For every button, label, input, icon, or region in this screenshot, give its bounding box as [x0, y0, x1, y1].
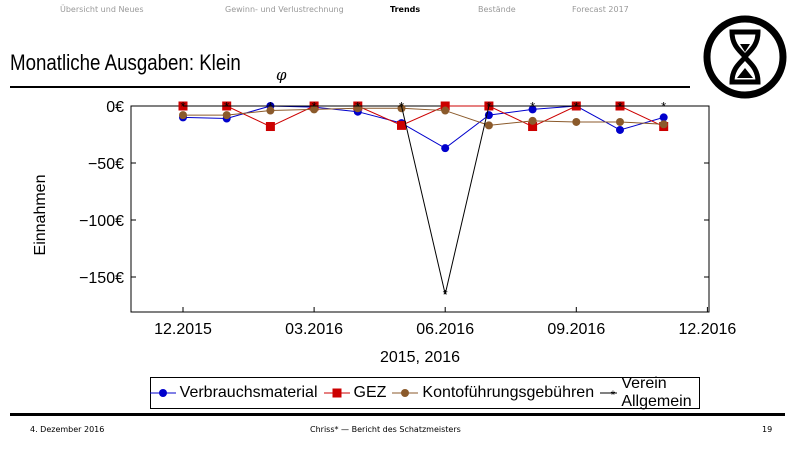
series-3: * * * * * * * * * * * * [180, 99, 666, 302]
data-point: * [530, 99, 535, 114]
legend-label: GEZ [353, 384, 387, 401]
nav-trends[interactable]: Trends [390, 5, 421, 14]
svg-text:*: * [611, 388, 616, 399]
legend-swatch-icon: * [600, 388, 618, 399]
data-point [440, 101, 450, 111]
page-number: 19 [762, 425, 773, 434]
legend-item: Kontoführungsgebühren [392, 384, 594, 402]
x-tick-label: 09.2016 [547, 321, 605, 338]
data-point: * [312, 99, 317, 114]
legend-item: GEZ [323, 384, 387, 402]
series-line [182, 105, 664, 149]
data-point [179, 111, 187, 120]
y-tick-label: −50€ [88, 156, 124, 173]
data-point: * [661, 99, 666, 114]
data-point [528, 116, 537, 125]
x-tick-label: 12.2015 [154, 321, 212, 338]
data-point [441, 106, 450, 115]
footer-rule [10, 413, 785, 416]
footer-date: 4. Dezember 2016 [30, 425, 105, 434]
data-point: * [443, 287, 448, 302]
data-point [528, 105, 537, 114]
data-point [528, 122, 538, 132]
footer-center: Chriss* — Bericht des Schatzmeisters [310, 425, 461, 434]
data-point [222, 111, 231, 120]
data-point [310, 105, 319, 114]
data-point: * [399, 99, 404, 114]
legend-swatch-icon [323, 388, 350, 398]
data-point: * [224, 99, 229, 114]
series-line [183, 107, 664, 126]
hourglass-logo-icon [703, 15, 787, 99]
nav-forecast[interactable]: Forecast 2017 [572, 5, 629, 14]
legend-label: Verein Allgemein [621, 375, 692, 410]
legend-label: Verbrauchsmaterial [179, 384, 318, 401]
data-point: * [355, 99, 360, 114]
data-point [659, 113, 668, 122]
data-point: * [268, 99, 273, 114]
line-chart: 0€ −50€ −100€ −150€ 12.2015 03.2016 06.2016 09.… [32, 99, 736, 366]
legend-swatch-icon [392, 389, 419, 397]
legend: Verbrauchsmaterial GEZ Kontoführungsgebühr… [149, 375, 700, 411]
plot-area [130, 105, 710, 313]
nav-bestaende[interactable]: Bestände [478, 5, 516, 14]
data-point [397, 120, 406, 130]
data-point [659, 120, 668, 129]
data-point: * [617, 99, 622, 114]
page-title: Monatliche Ausgaben: Klein [10, 50, 241, 75]
data-point: * [180, 99, 185, 114]
x-tick-label: 06.2016 [416, 321, 474, 338]
legend-label: Kontoführungsgebühren [422, 384, 595, 401]
y-axis-label: Einnahmen [32, 175, 49, 256]
data-point [265, 122, 275, 132]
data-point: * [486, 99, 491, 114]
nav-overview[interactable]: Übersicht und Neues [60, 5, 144, 14]
legend-swatch-icon [149, 389, 176, 397]
data-point [572, 117, 581, 126]
series-line [183, 105, 664, 295]
legend-item: * Verein Allgemein [600, 375, 700, 411]
data-point [484, 121, 493, 130]
data-point [266, 106, 275, 115]
y-tick-label: −150€ [79, 270, 124, 287]
title-rule [10, 86, 690, 88]
data-point: * [574, 99, 579, 114]
x-axis-label: 2015, 2016 [380, 349, 460, 366]
x-tick-label: 12.2016 [678, 321, 736, 338]
series-2 [179, 104, 668, 130]
data-point [441, 144, 450, 153]
data-point [616, 117, 624, 126]
title-subscript: φ [276, 66, 287, 84]
legend-item: Verbrauchsmaterial [149, 384, 318, 402]
y-tick-label: −100€ [79, 213, 124, 230]
y-tick-label: 0€ [106, 99, 124, 116]
x-tick-label: 03.2016 [285, 321, 343, 338]
data-point [616, 125, 624, 134]
nav-pnl[interactable]: Gewinn- und Verlustrechnung [225, 5, 344, 14]
